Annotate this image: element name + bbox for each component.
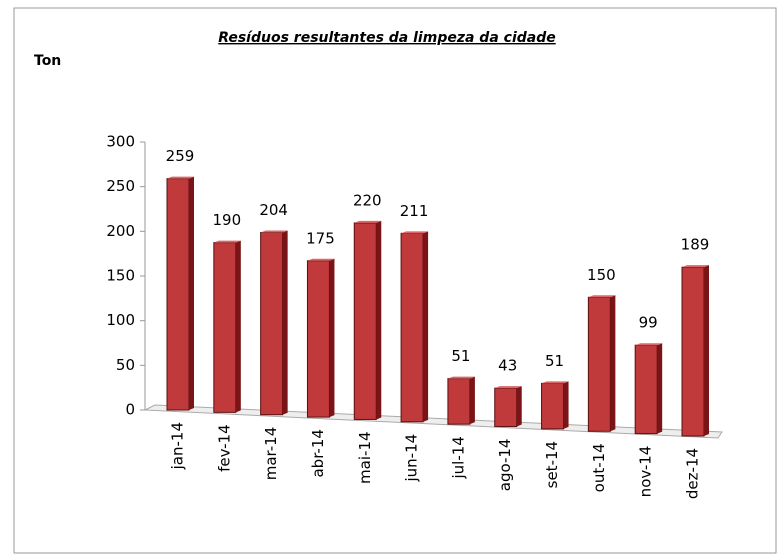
x-tick-label: mai-14 — [356, 431, 374, 483]
y-tick-label: 50 — [116, 356, 135, 374]
x-tick-label: set-14 — [543, 441, 561, 488]
bar — [587, 296, 611, 432]
value-label: 204 — [259, 201, 288, 219]
x-tick-label: jul-14 — [449, 436, 467, 479]
value-label: 190 — [212, 211, 241, 229]
y-tick-label: 250 — [106, 177, 135, 195]
value-label: 150 — [587, 266, 616, 284]
y-tick-label: 0 — [125, 401, 135, 419]
bar-top — [588, 295, 616, 298]
value-label: 99 — [639, 314, 658, 332]
chart-frame — [13, 7, 777, 554]
value-label: 259 — [166, 147, 195, 165]
bar-top — [682, 265, 709, 268]
bar-top — [447, 376, 475, 379]
x-tick-label: nov-14 — [637, 446, 655, 498]
bar-top — [307, 258, 335, 261]
bar-side — [329, 258, 335, 418]
y-tick-label: 150 — [106, 267, 135, 285]
bar-side — [657, 343, 663, 434]
bar-top — [213, 240, 241, 243]
value-label: 51 — [545, 352, 564, 370]
bar — [634, 344, 658, 435]
value-label: 175 — [306, 229, 335, 247]
x-tick-label: mar-14 — [262, 427, 280, 481]
y-tick-label: 300 — [106, 133, 135, 151]
x-tick-label: dez-14 — [684, 448, 702, 499]
y-tick-label: 200 — [106, 222, 135, 240]
floor — [143, 404, 723, 439]
value-label: 43 — [498, 357, 517, 375]
value-label: 211 — [400, 202, 429, 220]
chart-title: Resíduos resultantes da limpeza da cidad… — [218, 30, 555, 46]
bar-top — [260, 230, 288, 233]
value-label: 220 — [353, 191, 382, 209]
x-tick-label: out-14 — [590, 443, 608, 492]
bar-side — [423, 231, 429, 422]
bar-top — [635, 343, 663, 346]
bar-side — [282, 230, 288, 415]
bar — [681, 266, 705, 437]
bar — [260, 231, 284, 416]
bar — [353, 222, 377, 420]
bar — [166, 178, 190, 411]
x-tick-label: abr-14 — [309, 429, 327, 477]
bar-side — [469, 376, 475, 425]
bar-side — [610, 295, 616, 432]
x-tick-label: jan-14 — [169, 422, 187, 470]
bar-side — [516, 386, 522, 427]
y-tick-label: 100 — [106, 311, 135, 329]
value-label: 51 — [451, 347, 470, 365]
bar — [447, 378, 471, 425]
value-label: 189 — [681, 236, 710, 254]
bar-top — [494, 386, 522, 389]
bar-top — [354, 220, 382, 223]
bar-side — [704, 265, 709, 436]
bar — [213, 242, 237, 413]
bar-side — [563, 381, 569, 429]
bar-side — [235, 240, 241, 413]
x-tick-label: fev-14 — [215, 424, 233, 471]
bar-side — [376, 220, 382, 420]
bar — [541, 382, 565, 430]
bar-top — [167, 176, 194, 179]
y-axis-label: Ton — [34, 53, 61, 69]
bar — [306, 260, 330, 418]
x-tick-label: ago-14 — [496, 439, 514, 492]
bar-side — [189, 176, 194, 410]
bar-top — [541, 381, 569, 384]
bar-top — [401, 231, 429, 234]
x-tick-label: jun-14 — [403, 434, 421, 483]
bar — [400, 232, 424, 423]
bar — [494, 387, 518, 428]
